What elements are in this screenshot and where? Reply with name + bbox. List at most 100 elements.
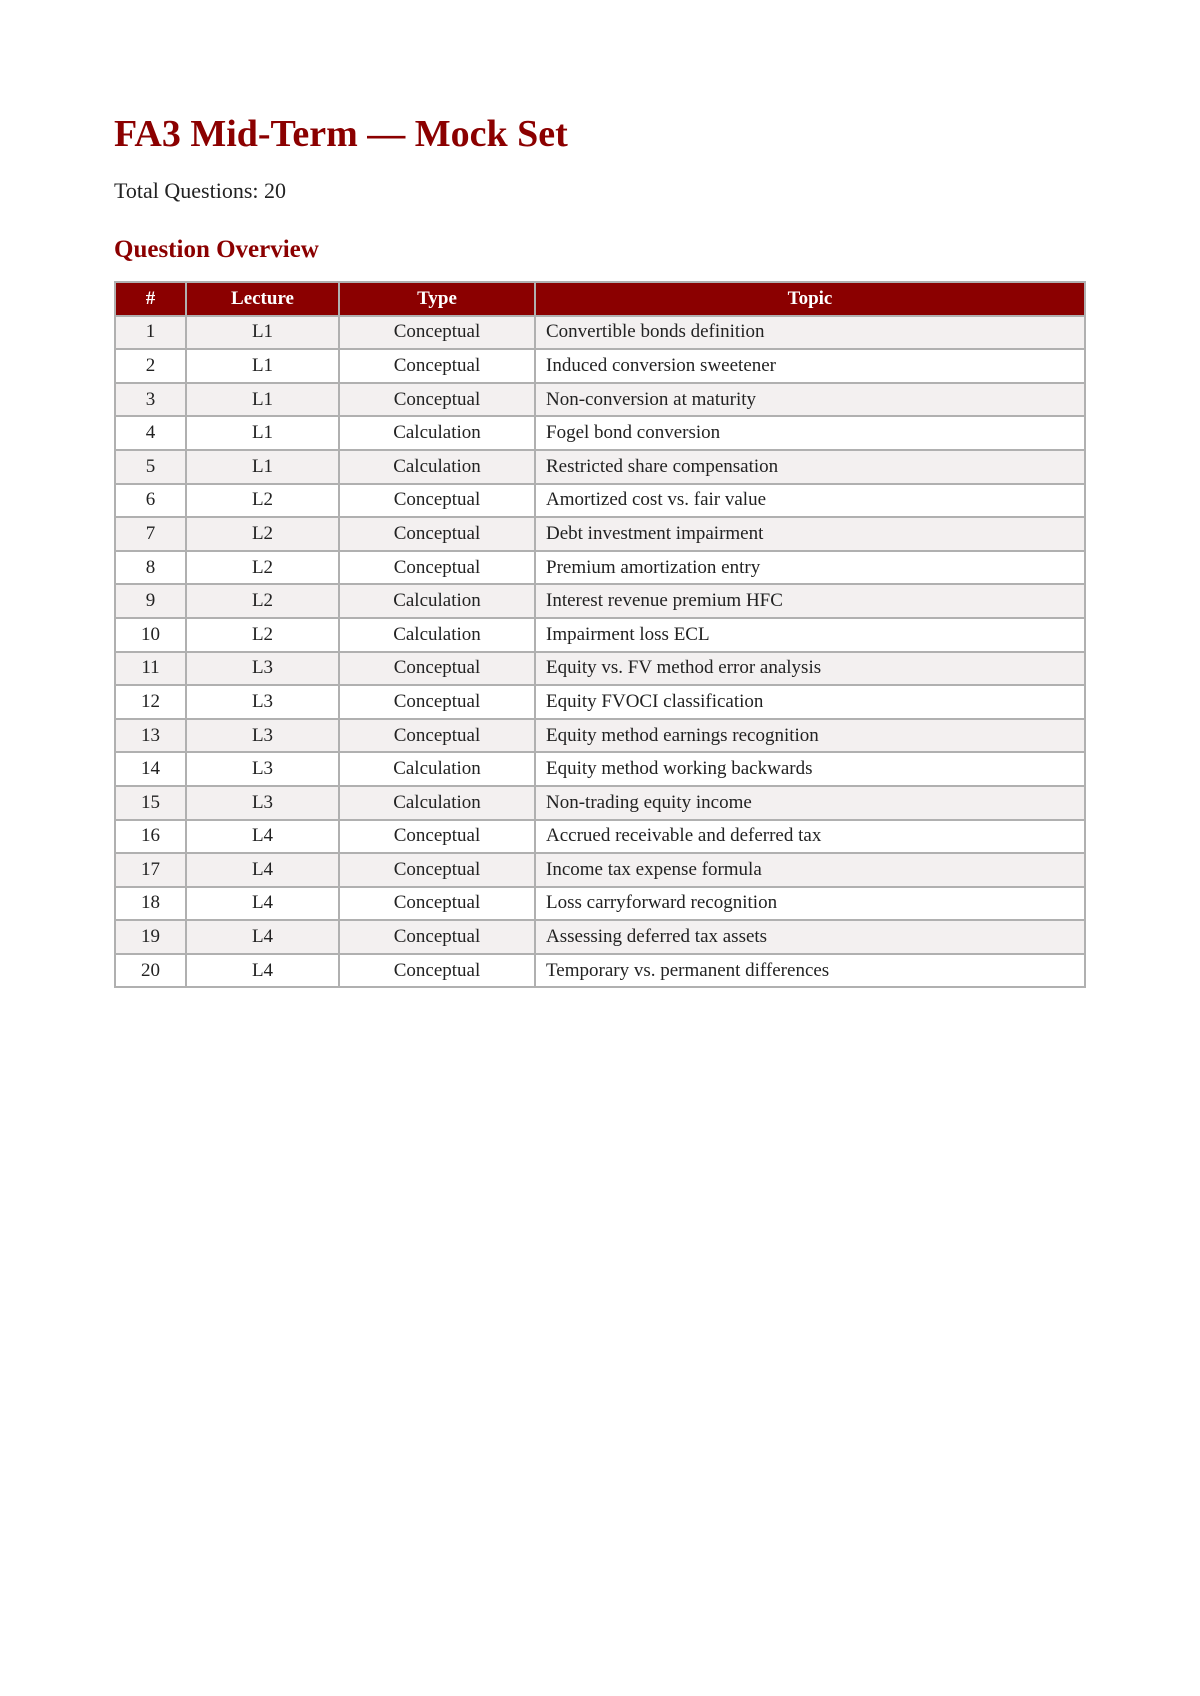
- cell-lecture: L4: [185, 952, 340, 989]
- cell-lecture: L1: [185, 415, 340, 451]
- cell-number: 9: [114, 583, 187, 619]
- header-lecture: Lecture: [185, 281, 340, 317]
- cell-type: Conceptual: [338, 549, 536, 586]
- cell-lecture: L2: [185, 482, 340, 519]
- cell-topic: Equity vs. FV method error analysis: [534, 650, 1086, 687]
- cell-type: Conceptual: [338, 482, 536, 519]
- cell-topic: Interest revenue premium HFC: [534, 583, 1086, 619]
- cell-lecture: L3: [185, 784, 340, 821]
- cell-type: Calculation: [338, 784, 536, 821]
- cell-type: Conceptual: [338, 684, 536, 720]
- cell-number: 6: [114, 482, 187, 519]
- cell-number: 2: [114, 348, 187, 384]
- cell-type: Calculation: [338, 583, 536, 619]
- cell-lecture: L1: [185, 381, 340, 418]
- cell-type: Conceptual: [338, 348, 536, 384]
- table-row: 5 L1 Calculation Restricted share compensat…: [114, 448, 1086, 485]
- cell-number: 14: [114, 751, 187, 787]
- cell-lecture: L2: [185, 516, 340, 552]
- cell-number: 20: [114, 952, 187, 989]
- cell-number: 1: [114, 314, 187, 351]
- cell-number: 4: [114, 415, 187, 451]
- table-row: 18 L4 Conceptual Loss carryforward recognit…: [114, 885, 1086, 922]
- cell-topic: Equity FVOCI classification: [534, 684, 1086, 720]
- cell-type: Conceptual: [338, 650, 536, 687]
- cell-number: 15: [114, 784, 187, 821]
- cell-topic: Accrued receivable and deferred tax: [534, 818, 1086, 855]
- cell-topic: Non-conversion at maturity: [534, 381, 1086, 418]
- cell-lecture: L2: [185, 549, 340, 586]
- header-type: Type: [338, 281, 536, 317]
- cell-number: 10: [114, 616, 187, 653]
- header-number: #: [114, 281, 187, 317]
- cell-topic: Premium amortization entry: [534, 549, 1086, 586]
- table-row: 8 L2 Conceptual Premium amortization entry: [114, 549, 1086, 586]
- cell-type: Conceptual: [338, 818, 536, 855]
- cell-topic: Equity method earnings recognition: [534, 717, 1086, 754]
- cell-number: 5: [114, 448, 187, 485]
- table-row: 13 L3 Conceptual Equity method earnings rec…: [114, 717, 1086, 754]
- cell-topic: Amortized cost vs. fair value: [534, 482, 1086, 519]
- cell-type: Conceptual: [338, 381, 536, 418]
- cell-type: Conceptual: [338, 952, 536, 989]
- cell-number: 12: [114, 684, 187, 720]
- cell-type: Calculation: [338, 415, 536, 451]
- cell-lecture: L4: [185, 885, 340, 922]
- section-heading: Question Overview: [114, 236, 319, 263]
- cell-topic: Income tax expense formula: [534, 852, 1086, 888]
- table-row: 7 L2 Conceptual Debt investment impairment: [114, 516, 1086, 552]
- cell-topic: Restricted share compensation: [534, 448, 1086, 485]
- cell-topic: Assessing deferred tax assets: [534, 919, 1086, 955]
- cell-lecture: L3: [185, 751, 340, 787]
- cell-lecture: L4: [185, 818, 340, 855]
- cell-number: 8: [114, 549, 187, 586]
- cell-lecture: L3: [185, 684, 340, 720]
- cell-type: Conceptual: [338, 852, 536, 888]
- cell-lecture: L1: [185, 448, 340, 485]
- cell-type: Calculation: [338, 616, 536, 653]
- cell-topic: Fogel bond conversion: [534, 415, 1086, 451]
- cell-type: Conceptual: [338, 919, 536, 955]
- cell-type: Conceptual: [338, 314, 536, 351]
- cell-type: Conceptual: [338, 516, 536, 552]
- cell-lecture: L4: [185, 852, 340, 888]
- cell-number: 19: [114, 919, 187, 955]
- cell-lecture: L2: [185, 583, 340, 619]
- cell-topic: Loss carryforward recognition: [534, 885, 1086, 922]
- question-overview-table: # Lecture Type Topic 1 L1 Conceptual Conver…: [114, 281, 1086, 989]
- header-topic: Topic: [534, 281, 1086, 317]
- page-title: FA3 Mid-Term — Mock Set: [114, 113, 568, 155]
- cell-type: Calculation: [338, 751, 536, 787]
- table-row: 17 L4 Conceptual Income tax expense formula: [114, 852, 1086, 888]
- cell-type: Calculation: [338, 448, 536, 485]
- table-row: 19 L4 Conceptual Assessing deferred tax ass…: [114, 919, 1086, 955]
- cell-number: 3: [114, 381, 187, 418]
- cell-topic: Equity method working backwards: [534, 751, 1086, 787]
- cell-lecture: L3: [185, 717, 340, 754]
- cell-topic: Non-trading equity income: [534, 784, 1086, 821]
- cell-number: 7: [114, 516, 187, 552]
- cell-topic: Temporary vs. permanent differences: [534, 952, 1086, 989]
- total-questions: Total Questions: 20: [114, 178, 287, 203]
- table-row: 12 L3 Conceptual Equity FVOCI classificatio…: [114, 684, 1086, 720]
- table-row: 14 L3 Calculation Equity method working bac…: [114, 751, 1086, 787]
- table-row: 1 L1 Conceptual Convertible bonds definitio…: [114, 314, 1086, 351]
- table-row: 11 L3 Conceptual Equity vs. FV method error…: [114, 650, 1086, 687]
- table-row: 20 L4 Conceptual Temporary vs. permanent di…: [114, 952, 1086, 989]
- table-row: 6 L2 Conceptual Amortized cost vs. fair val…: [114, 482, 1086, 519]
- cell-lecture: L3: [185, 650, 340, 687]
- cell-lecture: L1: [185, 348, 340, 384]
- table-row: 2 L1 Conceptual Induced conversion sweetene…: [114, 348, 1086, 384]
- table-row: 9 L2 Calculation Interest revenue premium H…: [114, 583, 1086, 619]
- cell-topic: Debt investment impairment: [534, 516, 1086, 552]
- table-row: 10 L2 Calculation Impairment loss ECL: [114, 616, 1086, 653]
- table-header-row: # Lecture Type Topic: [114, 281, 1086, 317]
- cell-number: 18: [114, 885, 187, 922]
- cell-number: 11: [114, 650, 187, 687]
- cell-number: 17: [114, 852, 187, 888]
- cell-lecture: L1: [185, 314, 340, 351]
- table-row: 4 L1 Calculation Fogel bond conversion: [114, 415, 1086, 451]
- cell-topic: Induced conversion sweetener: [534, 348, 1086, 384]
- cell-lecture: L2: [185, 616, 340, 653]
- cell-number: 16: [114, 818, 187, 855]
